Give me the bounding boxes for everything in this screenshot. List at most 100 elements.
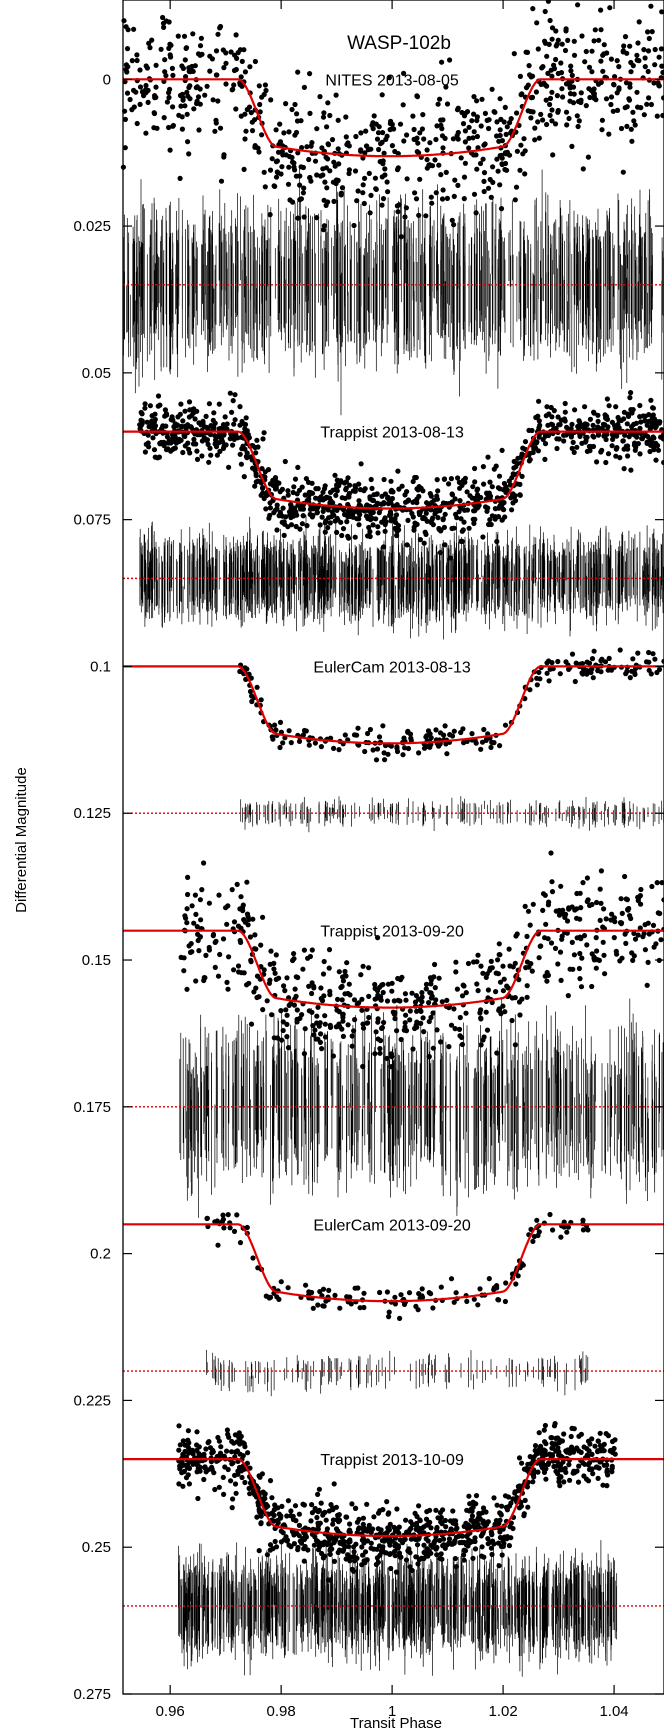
data-point	[535, 413, 541, 419]
data-point	[473, 210, 479, 216]
data-point	[285, 488, 291, 494]
data-point	[612, 919, 618, 925]
data-point	[554, 445, 560, 452]
data-point	[180, 449, 186, 456]
data-point	[579, 440, 585, 446]
data-point	[413, 993, 419, 999]
data-point	[288, 522, 295, 528]
data-point	[144, 65, 150, 71]
data-point	[405, 517, 411, 524]
data-point	[606, 403, 612, 409]
data-point	[584, 898, 590, 905]
data-point	[197, 897, 203, 903]
data-point	[511, 494, 517, 500]
data-point	[286, 129, 292, 135]
data-point	[576, 118, 582, 124]
data-point	[642, 418, 648, 424]
data-point	[471, 111, 477, 117]
data-point	[632, 936, 639, 942]
data-point	[622, 931, 628, 937]
data-point	[318, 1031, 324, 1037]
data-point	[193, 85, 199, 91]
data-point	[536, 418, 542, 424]
data-point	[308, 143, 314, 149]
data-point	[478, 963, 484, 969]
data-point	[414, 94, 421, 100]
data-point	[358, 130, 364, 136]
data-point	[352, 534, 358, 540]
data-point	[168, 448, 174, 454]
data-point	[598, 900, 604, 906]
data-point	[534, 675, 540, 681]
data-point	[549, 73, 555, 79]
data-point	[304, 523, 310, 529]
data-point	[374, 746, 381, 752]
data-point	[437, 96, 443, 102]
data-point	[594, 899, 600, 906]
data-point	[440, 145, 446, 151]
data-point	[160, 423, 166, 429]
data-point	[623, 443, 629, 449]
data-point	[377, 1050, 383, 1056]
data-point	[380, 161, 386, 167]
data-point	[242, 69, 248, 75]
data-point	[536, 135, 542, 141]
data-point	[207, 445, 213, 451]
data-point	[440, 517, 446, 523]
data-point	[601, 952, 607, 958]
data-point	[609, 431, 615, 438]
data-point	[480, 534, 486, 540]
data-point	[195, 931, 201, 937]
data-point	[338, 478, 344, 484]
data-point	[212, 964, 218, 971]
data-point	[455, 475, 461, 481]
data-point	[428, 1014, 434, 1021]
data-point	[511, 51, 517, 57]
data-point	[622, 432, 628, 438]
data-point	[498, 1011, 504, 1017]
data-point	[380, 196, 387, 202]
data-point	[301, 947, 307, 953]
data-point	[237, 451, 243, 457]
data-point	[179, 126, 185, 132]
data-point	[366, 524, 372, 531]
data-point	[328, 735, 334, 741]
data-point	[584, 671, 590, 677]
data-point	[586, 443, 593, 450]
data-point	[220, 47, 226, 53]
data-point	[567, 91, 574, 97]
data-point	[320, 971, 327, 977]
data-point	[231, 967, 237, 973]
data-point	[463, 990, 469, 996]
data-point	[589, 656, 596, 662]
data-point	[493, 970, 499, 976]
data-point	[290, 957, 296, 964]
data-point	[258, 697, 264, 703]
data-point	[438, 172, 444, 178]
data-point	[379, 202, 385, 208]
data-point	[297, 526, 303, 532]
data-point	[498, 152, 505, 158]
data-point	[167, 41, 173, 47]
data-point	[166, 440, 172, 446]
data-point	[506, 946, 512, 952]
data-point	[397, 977, 404, 983]
data-point	[210, 417, 216, 423]
data-point	[470, 516, 476, 522]
data-point	[528, 115, 534, 121]
data-point	[314, 1020, 320, 1026]
data-point	[471, 191, 478, 197]
data-point	[259, 466, 265, 472]
data-point	[480, 156, 486, 162]
data-point	[216, 426, 222, 432]
data-point	[362, 486, 368, 492]
data-point	[194, 448, 200, 454]
data-point	[600, 421, 607, 427]
data-point	[342, 968, 348, 975]
data-point	[423, 213, 429, 219]
data-point	[303, 728, 309, 734]
data-point	[526, 458, 533, 464]
data-point	[661, 897, 664, 903]
data-point	[496, 1006, 502, 1012]
data-point	[320, 489, 326, 495]
